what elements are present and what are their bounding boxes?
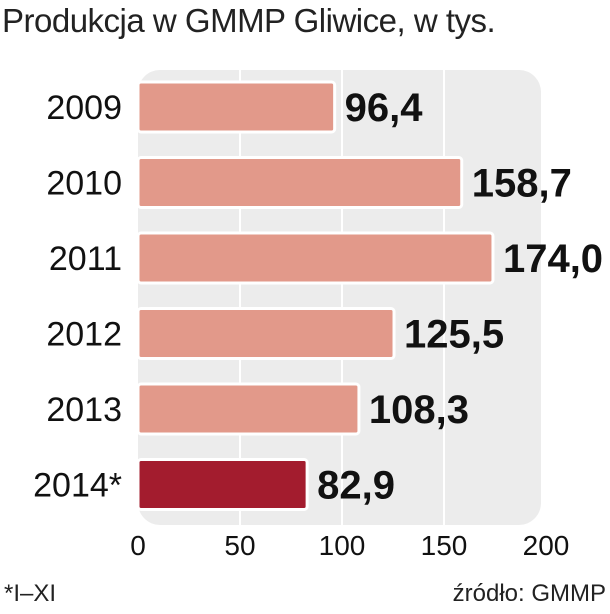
source-note: źródło: GMMP [452,580,606,607]
bar [136,458,309,511]
footnote: *I–XI [4,580,57,607]
value-label: 82,9 [317,464,395,508]
category-label: 2014* [33,467,122,505]
value-label: 125,5 [404,313,504,357]
category-label: 2013 [46,391,122,429]
x-tick-label: 100 [319,530,366,561]
bar [136,382,361,436]
category-label: 2009 [46,89,122,127]
bar [136,231,495,285]
value-label: 158,7 [472,162,572,206]
plot-background [138,70,541,525]
value-label: 174,0 [503,237,603,281]
category-label: 2010 [46,165,122,203]
category-label: 2011 [49,240,122,278]
value-label: 108,3 [369,388,469,432]
x-tick-label: 50 [224,530,255,561]
x-tick-label: 200 [523,530,570,561]
x-tick-label: 0 [130,530,146,561]
x-tick-label: 150 [421,530,468,561]
chart-title: Produkcja w GMMP Gliwice, w tys. [2,2,496,39]
value-label: 96,4 [345,86,424,130]
bar [136,307,396,360]
bar [136,156,464,209]
bar [136,80,337,134]
category-label: 2012 [46,316,122,354]
